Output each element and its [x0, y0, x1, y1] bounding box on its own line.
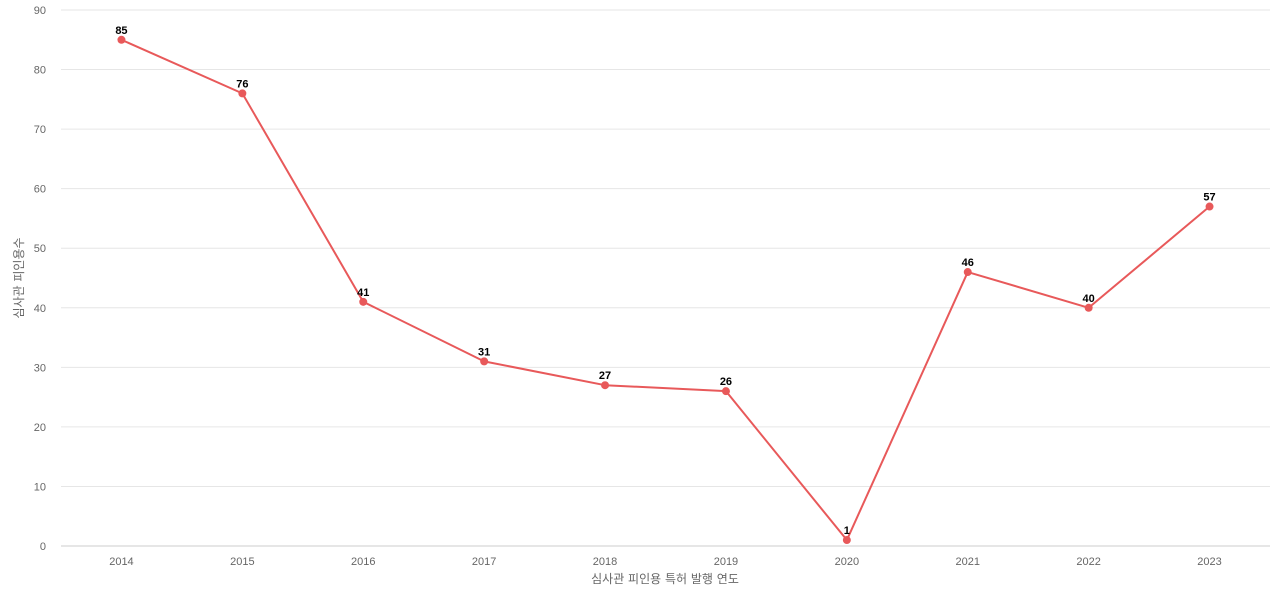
y-tick-label: 20	[34, 422, 46, 434]
data-label: 85	[115, 25, 127, 37]
y-tick-label: 90	[34, 5, 46, 17]
y-tick-label: 80	[34, 65, 46, 77]
gridlines	[61, 9, 1270, 547]
data-label: 41	[357, 287, 369, 299]
y-tick-label: 70	[34, 124, 46, 136]
data-point	[117, 35, 126, 44]
data-point	[842, 536, 851, 545]
y-axis-title: 심사관 피인용수	[12, 237, 26, 318]
y-axis: 0 10 20 30 40 50 60 70 80 90	[34, 5, 46, 553]
data-label: 57	[1203, 192, 1215, 204]
series-group	[121, 38, 1211, 542]
x-tick-label: 2016	[351, 556, 375, 568]
data-label: 1	[844, 525, 850, 537]
x-tick-label: 2017	[472, 556, 496, 568]
y-tick-label: 0	[40, 541, 46, 553]
data-point	[1084, 303, 1093, 312]
y-tick-label: 60	[34, 184, 46, 196]
data-point	[963, 268, 972, 277]
x-tick-label: 2015	[230, 556, 254, 568]
y-tick-label: 10	[34, 481, 46, 493]
x-tick-label: 2018	[593, 556, 617, 568]
x-tick-label: 2020	[835, 556, 859, 568]
data-point	[480, 357, 489, 366]
data-labels: 85 76 41 31 27 26 1 46 40 57	[115, 25, 1215, 537]
data-label: 46	[962, 257, 974, 269]
y-tick-label: 30	[34, 362, 46, 374]
x-tick-label: 2023	[1197, 556, 1221, 568]
data-label: 31	[478, 346, 490, 358]
x-axis-title: 심사관 피인용 특허 발행 연도	[591, 571, 739, 586]
x-tick-label: 2022	[1076, 556, 1100, 568]
data-point	[721, 387, 730, 396]
data-label: 26	[720, 376, 732, 388]
series-line	[121, 38, 1211, 542]
data-points	[117, 35, 1214, 545]
x-tick-label: 2019	[714, 556, 738, 568]
data-label: 76	[236, 78, 248, 90]
data-label: 40	[1083, 293, 1095, 305]
x-tick-label: 2021	[956, 556, 980, 568]
y-tick-label: 40	[34, 303, 46, 315]
x-tick-label: 2014	[109, 556, 133, 568]
data-label: 27	[599, 370, 611, 382]
data-point	[238, 89, 247, 98]
data-point	[359, 297, 368, 306]
data-point	[1205, 202, 1214, 211]
y-tick-label: 50	[34, 243, 46, 255]
data-point	[601, 381, 610, 390]
x-axis: 2014 2015 2016 2017 2018 2019 2020 2021 2022 2023	[109, 556, 1222, 568]
